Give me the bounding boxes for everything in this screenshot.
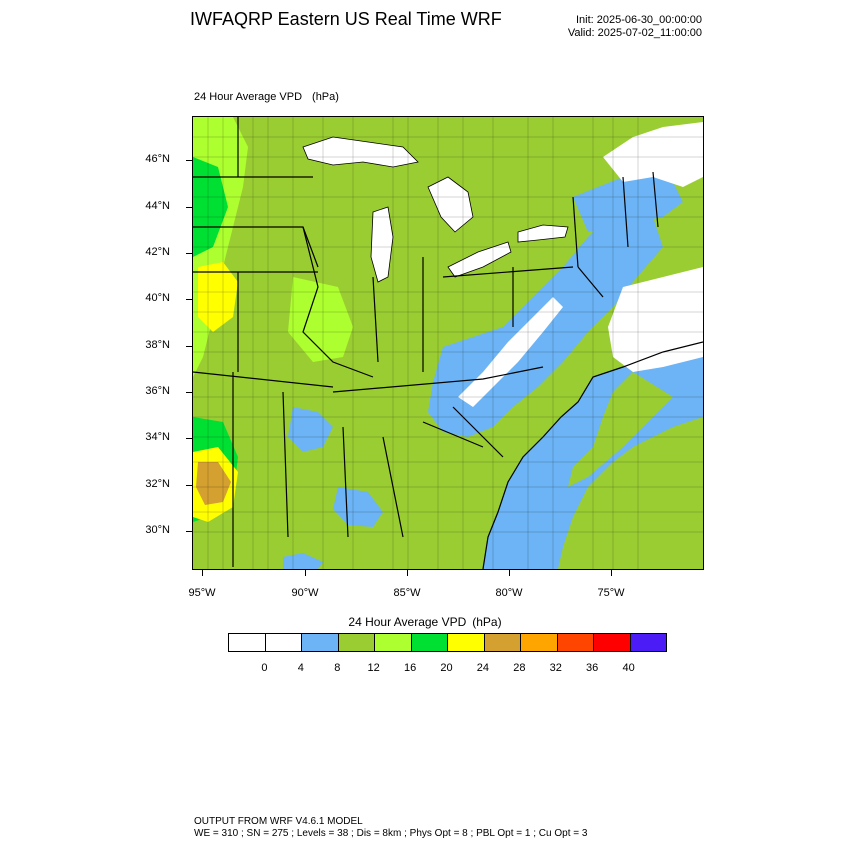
colorbar-swatch (594, 634, 631, 651)
colorbar-tick-label: 16 (403, 662, 417, 674)
lon-label-75: 75°W (597, 587, 625, 599)
vpd-map (193, 117, 703, 569)
atlantic-coastline (482, 341, 703, 569)
plot-title-text: 24 Hour Average VPD (194, 91, 303, 103)
plot-title: 24 Hour Average VPD (hPa) (194, 91, 339, 103)
colorbar-tick-label: 28 (513, 662, 526, 674)
offshore-very-low-vpd (608, 267, 703, 372)
lat-tick (186, 207, 192, 208)
ocean-offshore-field (558, 417, 703, 569)
init-time: Init: 2025-06-30_00:00:00 (576, 14, 702, 26)
lat-label-34: 34°N (145, 431, 170, 443)
lon-tick (202, 570, 203, 576)
plot-title-units: (hPa) (312, 91, 339, 103)
valid-time: Valid: 2025-07-02_11:00:00 (567, 27, 702, 39)
colorbar-tick-label: 32 (549, 662, 562, 674)
colorbar-swatch (630, 634, 666, 651)
colorbar-tick-label: 4 (297, 662, 304, 674)
lon-tick (305, 570, 306, 576)
colorbar-swatch (448, 634, 485, 651)
lat-tick (186, 438, 192, 439)
quebec-very-low-vpd (603, 122, 703, 187)
lat-tick (186, 346, 192, 347)
lake-ontario (517, 224, 569, 243)
colorbar-swatch (484, 634, 521, 651)
colorbar-swatch (557, 634, 594, 651)
louisiana-extreme (196, 462, 231, 505)
colorbar-tick-label: 8 (334, 662, 341, 674)
lat-tick (186, 531, 192, 532)
lat-label-30: 30°N (145, 524, 170, 536)
plains-very-high-vpd (193, 157, 228, 257)
alabama-low-vpd (333, 487, 383, 527)
lat-tick (186, 485, 192, 486)
colorbar-swatch (375, 634, 412, 651)
footer-config-line: WE = 310 ; SN = 275 ; Levels = 38 ; Dis … (194, 828, 588, 839)
colorbar (228, 633, 667, 652)
lon-tick (611, 570, 612, 576)
lat-label-32: 32°N (145, 478, 170, 490)
lat-label-44: 44°N (145, 200, 170, 212)
lat-label-42: 42°N (145, 246, 170, 258)
colorbar-title-text: 24 Hour Average VPD (348, 615, 467, 629)
county-boundaries (193, 117, 703, 569)
colorbar-swatch (411, 634, 448, 651)
colorbar-title: 24 Hour Average VPD (hPa) (0, 615, 850, 629)
colorbar-swatch (265, 634, 302, 651)
lat-tick (186, 392, 192, 393)
lake-erie (447, 241, 512, 278)
colorbar-tick-label: 24 (476, 662, 490, 674)
lat-label-46: 46°N (145, 153, 170, 165)
colorbar-tick-label: 40 (622, 662, 635, 674)
gulf-coast (193, 535, 473, 569)
colorbar-tick-label: 12 (367, 662, 380, 674)
lat-label-38: 38°N (145, 339, 170, 351)
lake-michigan (370, 206, 394, 283)
colorbar-title-units: (hPa) (472, 615, 502, 629)
lon-tick (509, 570, 510, 576)
state-boundaries (193, 117, 659, 567)
colorbar-swatch (521, 634, 558, 651)
colorbar-tick-label: 20 (440, 662, 453, 674)
main-title: IWFAQRP Eastern US Real Time WRF (190, 9, 502, 29)
lon-label-90: 90°W (291, 587, 319, 599)
lon-label-80: 80°W (495, 587, 523, 599)
illinois-high-vpd (288, 277, 353, 362)
map-panel (192, 116, 704, 570)
colorbar-swatch (302, 634, 339, 651)
colorbar-swatch (229, 634, 266, 651)
lake-superior (302, 136, 419, 168)
tennessee-low-vpd (288, 407, 333, 452)
colorbar-swatch (338, 634, 375, 651)
colorbar-tick-label: 0 (261, 662, 268, 674)
lat-tick (186, 253, 192, 254)
lon-label-85: 85°W (393, 587, 421, 599)
footer-model-line: OUTPUT FROM WRF V4.6.1 MODEL (194, 816, 363, 827)
lon-label-95: 95°W (188, 587, 216, 599)
colorbar-tick-label: 36 (586, 662, 599, 674)
lat-tick (186, 160, 192, 161)
lat-label-36: 36°N (145, 385, 170, 397)
lat-label-40: 40°N (145, 292, 170, 304)
ocean-gulfstream-field (568, 372, 673, 487)
lon-tick (407, 570, 408, 576)
lat-tick (186, 299, 192, 300)
